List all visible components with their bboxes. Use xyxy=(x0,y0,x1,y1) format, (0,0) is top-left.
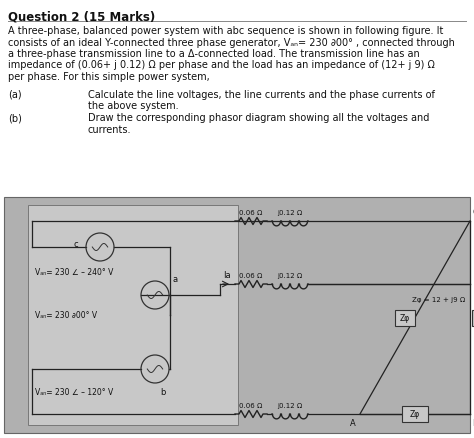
Text: a: a xyxy=(173,274,178,283)
Text: A three-phase, balanced power system with abc sequence is shown in following fig: A three-phase, balanced power system wit… xyxy=(8,26,443,36)
Text: Draw the corresponding phasor diagram showing all the voltages and: Draw the corresponding phasor diagram sh… xyxy=(88,113,429,123)
FancyBboxPatch shape xyxy=(402,406,428,422)
Text: c: c xyxy=(73,240,78,249)
Text: Zφ: Zφ xyxy=(410,410,420,419)
Text: Vₐₙ= 230 ∂00° V: Vₐₙ= 230 ∂00° V xyxy=(35,310,97,319)
Text: 0.06 Ω: 0.06 Ω xyxy=(239,402,263,408)
Text: Vₐₙ= 230 ∠ – 120° V: Vₐₙ= 230 ∠ – 120° V xyxy=(35,387,113,396)
Text: Ia: Ia xyxy=(223,270,231,279)
Text: C: C xyxy=(473,208,474,216)
FancyBboxPatch shape xyxy=(472,310,474,326)
Text: a three-phase transmission line to a Δ-connected load. The transmission line has: a three-phase transmission line to a Δ-c… xyxy=(8,49,420,59)
Text: 0.06 Ω: 0.06 Ω xyxy=(239,209,263,215)
Text: currents.: currents. xyxy=(88,125,131,135)
Text: Zφ: Zφ xyxy=(400,313,410,322)
Text: Zφ = 12 + j9 Ω: Zφ = 12 + j9 Ω xyxy=(412,297,465,303)
Text: j0.12 Ω: j0.12 Ω xyxy=(277,272,302,279)
Text: Question 2 (15 Marks): Question 2 (15 Marks) xyxy=(8,10,155,23)
Text: A: A xyxy=(350,418,356,427)
Text: 0.06 Ω: 0.06 Ω xyxy=(239,272,263,279)
Text: j0.12 Ω: j0.12 Ω xyxy=(277,402,302,408)
Text: per phase. For this simple power system,: per phase. For this simple power system, xyxy=(8,72,210,82)
Text: the above system.: the above system. xyxy=(88,101,179,111)
Text: consists of an ideal Y-connected three phase generator, Vₐₙ= 230 ∂00° , connecte: consists of an ideal Y-connected three p… xyxy=(8,37,455,47)
Text: Calculate the line voltages, the line currents and the phase currents of: Calculate the line voltages, the line cu… xyxy=(88,89,435,99)
Text: (a): (a) xyxy=(8,89,22,99)
Text: impedance of (0.06+ j 0.12) Ω per phase and the load has an impedance of (12+ j : impedance of (0.06+ j 0.12) Ω per phase … xyxy=(8,60,435,71)
Text: b: b xyxy=(160,387,165,396)
Text: B: B xyxy=(472,418,474,427)
Text: Vₐₙ= 230 ∠ – 240° V: Vₐₙ= 230 ∠ – 240° V xyxy=(35,267,113,276)
FancyBboxPatch shape xyxy=(395,310,415,326)
Bar xyxy=(4,198,470,433)
Text: j0.12 Ω: j0.12 Ω xyxy=(277,209,302,215)
Bar xyxy=(28,205,238,425)
Text: (b): (b) xyxy=(8,113,22,123)
